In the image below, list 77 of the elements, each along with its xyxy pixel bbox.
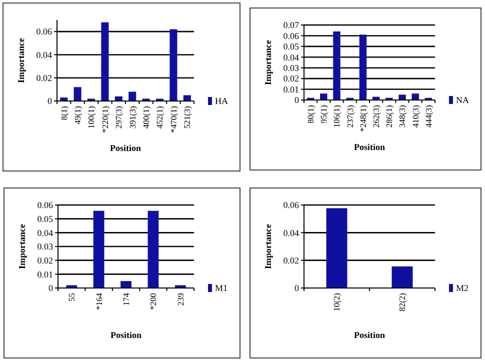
y-tick-label: 0 xyxy=(48,283,54,294)
y-tick-label: 0.05 xyxy=(37,214,54,224)
x-tick-label: 410(3) xyxy=(410,104,420,128)
x-tick-label: 348(3) xyxy=(397,104,408,128)
y-tick-label: 0.04 xyxy=(36,50,52,60)
bar xyxy=(120,281,132,288)
x-axis-title: Position xyxy=(110,330,142,340)
x-axis-title: Position xyxy=(354,142,386,152)
bar xyxy=(66,285,78,288)
x-tick-label: 49(1) xyxy=(72,106,83,124)
x-tick-label: 237(3) xyxy=(344,104,355,128)
x-tick-label: 286(1) xyxy=(384,104,394,128)
x-tick-label: 100(1) xyxy=(86,106,96,129)
y-tick-label: 0 xyxy=(294,283,300,294)
y-axis-title: Importance xyxy=(263,224,273,269)
bar xyxy=(183,95,191,101)
x-tick-label: 391(3) xyxy=(127,106,138,129)
bar xyxy=(93,210,104,288)
x-tick-label: 521(3) xyxy=(182,106,192,129)
y-tick-label: 0.02 xyxy=(283,255,299,266)
x-tick-label: *164 xyxy=(94,292,104,310)
y-tick-label: 0.03 xyxy=(283,63,300,74)
y-axis-title: Importance xyxy=(16,38,26,83)
x-tick-label: 10(2) xyxy=(332,292,342,312)
legend-label: M2 xyxy=(456,283,469,294)
y-tick-label: 0.03 xyxy=(37,242,54,252)
x-tick-label: 82(2) xyxy=(397,292,408,312)
x-tick-label: 444(3) xyxy=(423,104,434,128)
x-tick-label: 80(1) xyxy=(306,104,316,124)
y-tick-label: 0 xyxy=(294,95,300,106)
y-tick-label: 0.01 xyxy=(37,269,53,280)
y-tick-label: 0.06 xyxy=(283,30,300,41)
x-axis-title: Position xyxy=(110,143,142,153)
y-tick-label: 0.06 xyxy=(36,26,52,37)
y-tick-label: 0.06 xyxy=(283,200,300,210)
bar xyxy=(148,210,159,288)
x-tick-label: *470(1) xyxy=(168,106,178,133)
bar xyxy=(128,92,136,101)
legend-label: HA xyxy=(215,96,228,106)
bar xyxy=(398,94,406,100)
x-tick-label: 55 xyxy=(66,293,77,302)
x-tick-label: 106(1) xyxy=(332,104,342,128)
x-tick-label: 239 xyxy=(175,293,186,306)
y-tick-label: 0.02 xyxy=(36,73,52,84)
x-tick-label: *220(1) xyxy=(100,106,110,133)
legend-label: M1 xyxy=(215,283,228,294)
bar xyxy=(174,285,186,288)
x-tick-label: 400(1) xyxy=(141,106,152,129)
bar xyxy=(333,31,340,100)
y-axis-title: Importance xyxy=(17,224,27,269)
y-tick-label: 0.04 xyxy=(283,228,300,238)
bar xyxy=(412,94,419,100)
bar xyxy=(74,87,82,101)
y-axis-title: Importance xyxy=(263,40,273,85)
y-tick-label: 0.02 xyxy=(283,74,299,84)
y-tick-label: 0.06 xyxy=(37,200,54,210)
x-tick-label: 262(3) xyxy=(371,104,382,128)
x-tick-label: 297(3) xyxy=(114,106,124,129)
y-tick-label: 0.04 xyxy=(37,228,54,238)
x-tick-label: *200 xyxy=(148,293,158,310)
bar xyxy=(359,34,367,100)
x-tick-label: 95(1) xyxy=(318,104,329,124)
y-tick-label: 0.04 xyxy=(283,52,300,62)
y-tick-label: 0.05 xyxy=(283,42,300,52)
y-tick-label: 0.07 xyxy=(283,20,300,30)
legend-label: NA xyxy=(456,95,470,106)
y-tick-label: 0.02 xyxy=(37,255,53,266)
y-tick-label: 0.01 xyxy=(283,84,299,94)
bar xyxy=(170,29,178,101)
y-tick-label: 0 xyxy=(48,96,52,106)
x-tick-label: 8(1) xyxy=(58,106,69,120)
bar xyxy=(101,22,109,101)
bar xyxy=(320,94,328,100)
x-axis-title: Position xyxy=(354,330,386,340)
x-tick-label: *248(1) xyxy=(358,104,368,132)
x-tick-label: 174 xyxy=(120,292,131,306)
x-tick-label: 452(1) xyxy=(154,106,165,129)
